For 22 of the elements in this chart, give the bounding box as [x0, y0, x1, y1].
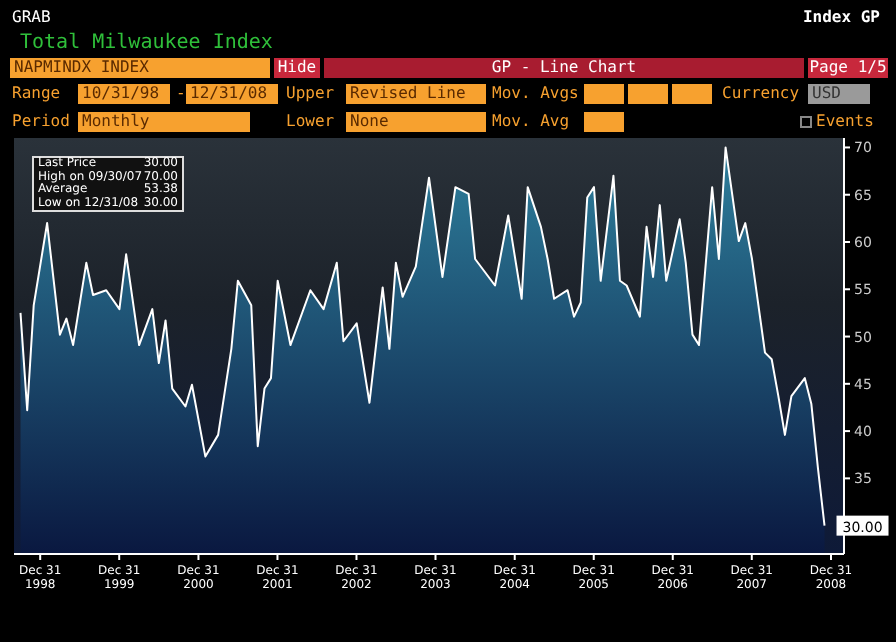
text: 12/31/08 — [186, 84, 278, 104]
text: Currency — [722, 84, 800, 104]
text: NAPMINDX INDEX — [10, 58, 270, 78]
text: Upper — [286, 84, 335, 104]
text: Monthly — [78, 112, 250, 132]
text: Lower — [286, 112, 335, 132]
text: Hide — [274, 58, 320, 78]
text: USD — [808, 84, 870, 104]
text: Page 1/5 — [808, 58, 888, 78]
chart-title: Total Milwaukee Index — [20, 32, 273, 54]
text: GP - Line Chart — [324, 58, 804, 78]
text: Mov. Avgs — [492, 84, 579, 104]
text: Index GP — [800, 8, 880, 28]
text: Period — [12, 112, 70, 132]
text: None — [346, 112, 486, 132]
text: - — [176, 84, 186, 104]
text: Revised Line — [346, 84, 486, 104]
text: Events — [816, 112, 874, 132]
text: GRAB — [12, 8, 51, 28]
text: Range — [12, 84, 61, 104]
text: 10/31/98 — [78, 84, 170, 104]
text: Mov. Avg — [492, 112, 570, 132]
